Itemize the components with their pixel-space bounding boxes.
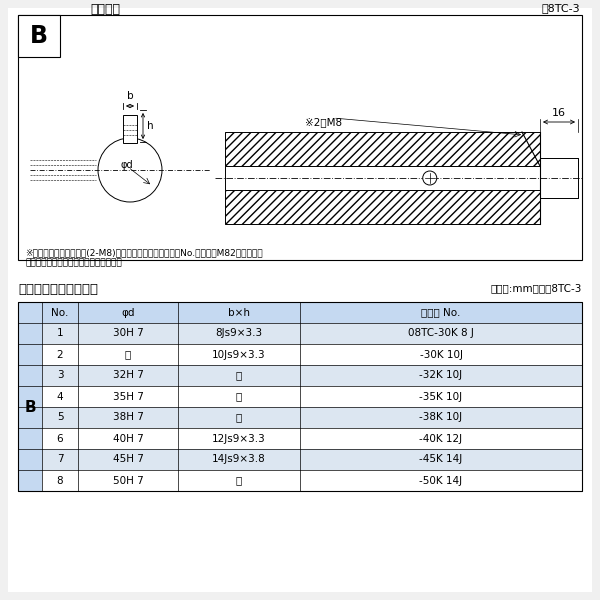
Text: 12Js9×3.3: 12Js9×3.3 (212, 433, 266, 443)
Text: （単位:mm）　表8TC-3: （単位:mm） 表8TC-3 (491, 283, 582, 293)
Text: ※セットボルト用タップ(2-M8)が必要な場合は右記コードNo.の末尾にM82を付ける。: ※セットボルト用タップ(2-M8)が必要な場合は右記コードNo.の末尾にM82を… (25, 248, 263, 257)
Text: 32H 7: 32H 7 (113, 370, 143, 380)
Text: φd: φd (121, 307, 135, 317)
Text: 38H 7: 38H 7 (113, 413, 143, 422)
Text: 8: 8 (56, 475, 64, 485)
Bar (225, 132, 540, 166)
Text: 50H 7: 50H 7 (113, 475, 143, 485)
Bar (42, 407, 582, 428)
Text: 2: 2 (56, 349, 64, 359)
Text: h: h (147, 121, 154, 131)
Circle shape (98, 138, 162, 202)
Text: 40H 7: 40H 7 (113, 433, 143, 443)
Text: 45H 7: 45H 7 (113, 455, 143, 464)
Bar (18, 302, 42, 491)
Text: -35K 10J: -35K 10J (419, 391, 463, 401)
Text: No.: No. (52, 307, 68, 317)
Text: -30K 10J: -30K 10J (419, 349, 463, 359)
Text: -45K 14J: -45K 14J (419, 455, 463, 464)
Text: -38K 10J: -38K 10J (419, 413, 463, 422)
Bar (540, 158, 578, 198)
Bar (42, 365, 582, 386)
Text: 1: 1 (56, 329, 64, 338)
Bar (42, 302, 582, 323)
Bar (540, 158, 578, 166)
Text: 4: 4 (56, 391, 64, 401)
Text: 14Js9×3.8: 14Js9×3.8 (212, 455, 266, 464)
Text: 軸穴形状: 軸穴形状 (90, 3, 120, 16)
Text: 〃: 〃 (236, 475, 242, 485)
Text: 〃: 〃 (236, 413, 242, 422)
Bar (42, 323, 582, 344)
Text: 8Js9×3.3: 8Js9×3.3 (215, 329, 263, 338)
Text: 5: 5 (56, 413, 64, 422)
Bar (42, 344, 582, 365)
Text: 7: 7 (56, 455, 64, 464)
Bar (123, 115, 137, 143)
Text: b: b (127, 91, 133, 101)
Circle shape (423, 171, 437, 185)
Bar (225, 190, 540, 224)
Text: 30H 7: 30H 7 (113, 329, 143, 338)
Text: 〃: 〃 (125, 349, 131, 359)
Text: φd: φd (121, 160, 133, 170)
Text: ※2－M8: ※2－M8 (305, 117, 342, 127)
Text: （セットボルトは付属されています。）: （セットボルトは付属されています。） (25, 258, 122, 267)
Text: 図8TC-3: 図8TC-3 (541, 3, 580, 13)
Text: 〃: 〃 (236, 370, 242, 380)
Text: 3: 3 (56, 370, 64, 380)
Bar (42, 428, 582, 449)
Bar (42, 386, 582, 407)
Text: -50K 14J: -50K 14J (419, 475, 463, 485)
Text: 35H 7: 35H 7 (113, 391, 143, 401)
Text: 08TC-30K 8 J: 08TC-30K 8 J (408, 329, 474, 338)
Text: コード No.: コード No. (421, 307, 461, 317)
Text: B: B (24, 400, 36, 415)
Text: 軸穴形状コード一覧表: 軸穴形状コード一覧表 (18, 283, 98, 296)
Bar (225, 166, 540, 190)
Bar (18, 15, 60, 57)
Bar (18, 302, 582, 491)
Text: b×h: b×h (228, 307, 250, 317)
Text: -32K 10J: -32K 10J (419, 370, 463, 380)
Text: 10Js9×3.3: 10Js9×3.3 (212, 349, 266, 359)
Text: 〃: 〃 (236, 391, 242, 401)
Bar (18, 15, 582, 260)
Text: B: B (30, 24, 48, 48)
Text: 16: 16 (552, 108, 566, 118)
Bar (42, 449, 582, 470)
Bar (42, 470, 582, 491)
Text: -40K 12J: -40K 12J (419, 433, 463, 443)
Text: 6: 6 (56, 433, 64, 443)
Bar (540, 190, 578, 198)
